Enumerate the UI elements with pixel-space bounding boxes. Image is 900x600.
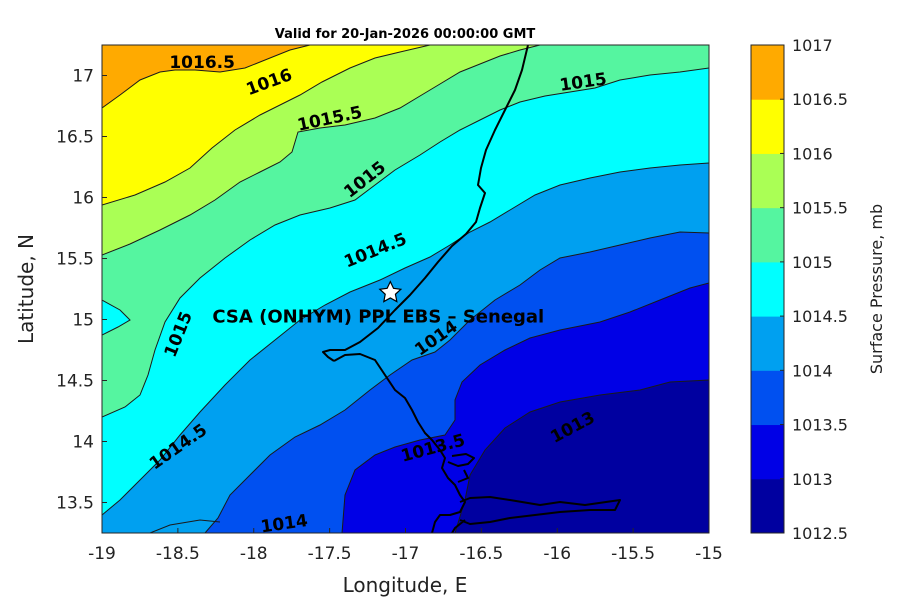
colorbar-swatch — [751, 370, 784, 426]
site-label: CSA (ONHYM) PPL EBS – Senegal — [212, 307, 544, 328]
map-title: Valid for 20-Jan-2026 00:00:00 GMT — [275, 27, 536, 42]
colorbar-frame — [750, 44, 785, 534]
contour-line-1016-5 — [102, 45, 311, 109]
y-axis-ticks: 13.5 14 14.5 15 15.5 16 16.5 17 — [56, 67, 107, 514]
y-tick-label: 13.5 — [56, 494, 94, 514]
contour-line-1014 — [204, 231, 709, 533]
colorbar-swatch — [751, 45, 784, 100]
contour-line-1013-5 — [341, 282, 709, 533]
colorbar-swatch — [751, 99, 784, 154]
star-icon — [378, 280, 403, 303]
x-tick-label: -16 — [543, 544, 571, 564]
contour-line-1014-south — [149, 519, 221, 533]
contour-line-1016 — [102, 45, 431, 206]
colorbar-tick-label: 1017 — [792, 36, 833, 55]
y-tick-label: 16 — [72, 189, 94, 209]
colorbar-tick-label: 1013 — [792, 470, 833, 489]
x-axis-ticks: -19 -18.5 -18 -17.5 -17 -16.5 -16 -15.5 -15 — [88, 528, 723, 564]
colorbar-tick-label: 1014 — [792, 361, 833, 380]
contour-lines — [102, 45, 709, 533]
x-tick-label: -15.5 — [611, 544, 655, 564]
y-tick-label: 15.5 — [56, 250, 94, 270]
y-axis-label: Latitude, N — [14, 234, 38, 344]
x-tick-label: -18 — [240, 544, 268, 564]
colorbar-tick-label: 1015 — [792, 253, 833, 272]
colorbar-tick-label: 1015.5 — [792, 199, 848, 218]
colorbar-swatch — [751, 424, 784, 480]
colorbar-swatch — [751, 316, 784, 371]
pressure-contour-fill — [102, 45, 709, 533]
colorbar-swatch — [751, 207, 784, 263]
colorbar-swatch — [751, 478, 784, 534]
colorbar-swatch — [751, 153, 784, 209]
band-1016-5 — [102, 45, 310, 108]
contour-line-1014-5 — [102, 162, 709, 516]
x-tick-label: -17.5 — [308, 544, 352, 564]
contour-line-1015-5 — [102, 45, 541, 256]
colorbar-tick-label: 1013.5 — [792, 416, 848, 435]
x-tick-label: -17 — [392, 544, 420, 564]
y-tick-label: 16.5 — [56, 128, 94, 148]
site-marker: CSA (ONHYM) PPL EBS – Senegal — [212, 280, 544, 328]
colorbar-tick-label: 1016.5 — [792, 90, 848, 109]
gambia-border — [447, 453, 621, 533]
colorbar-tick-label: 1012.5 — [792, 524, 848, 543]
colorbar-swatch — [751, 261, 784, 317]
y-tick-label: 14 — [72, 433, 94, 453]
x-tick-label: -19 — [88, 544, 116, 564]
colorbar-tick-label: 1016 — [792, 144, 833, 163]
y-tick-label: 15 — [72, 311, 94, 331]
x-axis-label: Longitude, E — [343, 573, 468, 597]
colorbar-label: Surface Pressure, mb — [867, 204, 886, 374]
contour-line-1013 — [454, 379, 709, 533]
colorbar: 1012.5 1013 1013.5 1014 1014.5 1015 1015.5 1016… — [750, 36, 848, 543]
contour-line-1015-north — [102, 67, 709, 418]
x-tick-label: -15 — [695, 544, 723, 564]
coastline-borders — [322, 45, 621, 533]
y-tick-label: 17 — [72, 67, 94, 87]
river-border — [333, 353, 466, 533]
contour-label: 1016.5 — [169, 53, 235, 73]
coastline — [322, 45, 529, 362]
contour-label-text: 1016.5 — [169, 53, 235, 73]
x-tick-label: -16.5 — [459, 544, 503, 564]
band-1016 — [102, 45, 430, 205]
x-tick-label: -18.5 — [156, 544, 200, 564]
y-tick-label: 14.5 — [56, 372, 94, 392]
colorbar-tick-label: 1014.5 — [792, 307, 848, 326]
contour-line-1015-west — [102, 299, 131, 336]
